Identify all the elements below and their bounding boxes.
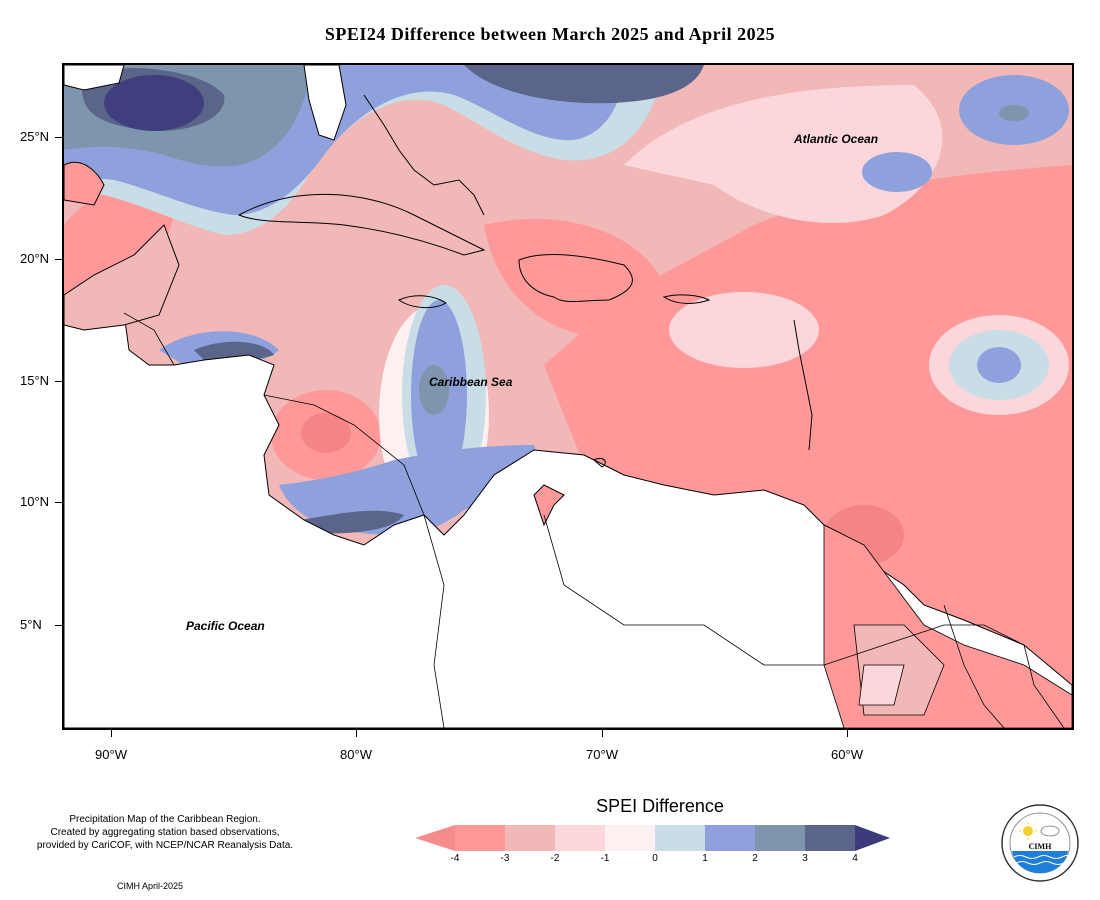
credit-text: CIMH April-2025 <box>117 881 184 891</box>
lat-tick <box>55 625 62 626</box>
atlantic-small-positive-region <box>862 152 932 192</box>
gulf-coast-land <box>64 65 125 91</box>
legend-color-segment <box>605 825 655 851</box>
legend-tick-label: -1 <box>600 853 610 864</box>
legend-tick-label: -3 <box>500 853 510 864</box>
lon-tick <box>602 730 603 737</box>
country-borders <box>123 312 1065 728</box>
jamaica-outline <box>397 295 447 308</box>
colombia-coast-field <box>533 484 565 527</box>
panama-strong-region <box>299 510 404 534</box>
legend-over-arrow <box>855 825 890 851</box>
legend-color-segment <box>455 825 505 851</box>
spei-positive-regions <box>64 65 1069 535</box>
pacific-ocean-label: Pacific Ocean <box>186 619 265 633</box>
lat-label-10: 10°N <box>20 494 50 509</box>
map-title: SPEI24 Difference between March 2025 and… <box>324 24 776 44</box>
lesser-antilles-outline <box>793 319 813 451</box>
land-areas <box>64 65 1072 728</box>
yucatan-field <box>64 224 180 331</box>
lon-tick <box>847 730 848 737</box>
lon-tick <box>356 730 357 737</box>
colombia-west-border <box>423 514 445 728</box>
bahamas-outline <box>363 94 485 216</box>
legend-title: SPEI Difference <box>596 796 724 816</box>
guyana-suriname-border <box>943 604 1005 728</box>
central-south-america-land <box>64 312 1072 728</box>
notes-line-3: provided by CariCOF, with NCEP/NCAR Rean… <box>36 840 294 851</box>
east-atlantic-positive-region <box>977 347 1021 383</box>
legend-colorbar <box>415 825 890 851</box>
caribbean-sea-label: Caribbean Sea <box>429 375 513 389</box>
legend-color-segment <box>755 825 805 851</box>
cuba-outline <box>237 193 486 256</box>
atlantic-core-region <box>999 105 1029 121</box>
bahamas-strong-region <box>464 65 704 104</box>
lon-label-90: 90°W <box>95 747 127 762</box>
florida-land <box>303 65 347 141</box>
legend-tick-label: 1 <box>702 853 708 864</box>
lat-label-20: 20°N <box>20 251 50 266</box>
legend-color-segment <box>705 825 755 851</box>
gulf-peak-region <box>104 75 204 131</box>
lon-label-70: 70°W <box>586 747 618 762</box>
notes-line-1: Precipitation Map of the Caribbean Regio… <box>69 814 261 825</box>
legend-tick-label: -2 <box>550 853 560 864</box>
guyana-light-field <box>858 664 905 706</box>
colombia-venezuela-border <box>543 514 824 666</box>
lat-tick <box>55 137 62 138</box>
notes-line-2: Created by aggregating station based obs… <box>50 827 280 838</box>
spei-negative-regions <box>64 165 1072 728</box>
panama-positive-region <box>279 445 536 535</box>
lon-tick <box>111 730 112 737</box>
suriname-french-guiana-border <box>1023 644 1065 728</box>
lat-label-15: 15°N <box>20 373 50 388</box>
lat-tick <box>55 381 62 382</box>
central-america-border <box>263 394 425 516</box>
spei-map <box>64 65 1072 728</box>
caribbean-core <box>419 365 449 415</box>
legend-tick-label: -4 <box>450 853 460 864</box>
venezuela-guyana-border <box>823 624 1025 666</box>
lat-tick <box>55 259 62 260</box>
islands <box>237 94 813 468</box>
east-negative-region <box>544 165 1072 728</box>
legend-tick-label: 3 <box>802 853 808 864</box>
map-notes: Precipitation Map of the Caribbean Regio… <box>0 813 330 852</box>
hispaniola-negative-region <box>484 218 664 338</box>
nicaragua-core-region <box>301 413 351 453</box>
lat-label-5: 5°N <box>20 617 42 632</box>
legend-under-arrow <box>415 825 455 851</box>
atlantic-ocean-label: Atlantic Ocean <box>794 132 879 146</box>
aruba-curacao-outline <box>593 457 606 468</box>
lat-label-25: 25°N <box>20 129 50 144</box>
mexico-coast-field <box>64 162 105 206</box>
yucatan-negative-region <box>64 189 174 295</box>
honduras-strong-region <box>194 341 274 362</box>
lon-label-60: 60°W <box>831 747 863 762</box>
legend-color-segment <box>805 825 855 851</box>
cimh-logo: CIMH <box>1001 804 1079 882</box>
sun-cloud-waves-icon <box>1012 822 1071 873</box>
sun-icon <box>1023 826 1033 836</box>
cloud-icon <box>1040 825 1060 837</box>
legend-tick-label: 4 <box>852 853 858 864</box>
puerto-rico-light-region <box>669 292 819 368</box>
legend-tick-label: 2 <box>752 853 758 864</box>
hispaniola-outline <box>518 254 633 302</box>
legend-color-segment <box>505 825 555 851</box>
lon-label-80: 80°W <box>340 747 372 762</box>
puerto-rico-outline <box>662 294 711 304</box>
atlantic-light-region <box>624 85 943 224</box>
legend-color-segment <box>555 825 605 851</box>
logo-text: CIMH <box>1029 842 1052 851</box>
mexico-guatemala-border <box>123 312 175 366</box>
map-panel: Atlantic Ocean Caribbean Sea Pacific Oce… <box>62 63 1074 730</box>
lat-tick <box>55 502 62 503</box>
legend-color-segment <box>655 825 705 851</box>
legend-tick-label: 0 <box>652 853 658 864</box>
